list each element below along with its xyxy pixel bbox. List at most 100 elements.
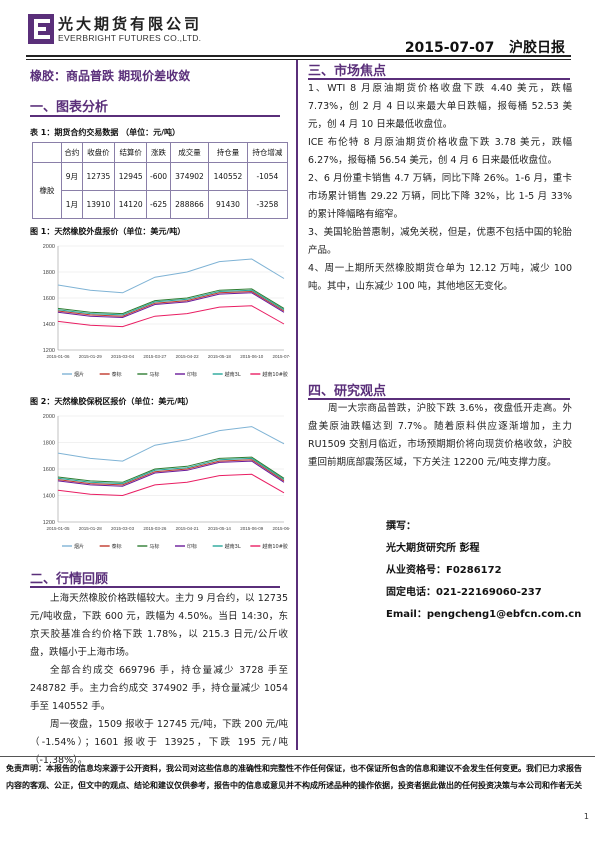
disclaimer-rule (0, 756, 595, 757)
y-tick-label: 1600 (43, 296, 55, 302)
legend-label: 泰标 (112, 543, 122, 550)
legend-label: 烟片 (74, 543, 84, 550)
y-tick-label: 1400 (43, 322, 55, 328)
table-row-label: 橡胶 (32, 162, 62, 219)
section4-bar (308, 398, 570, 400)
x-tick-label: 2015-04-21 (176, 526, 200, 531)
headline: 橡胶：商品普跌 期现价差收敛 (30, 69, 191, 83)
fig2-caption: 图 2：天然橡胶保税区报价（单位：美元/吨） (30, 397, 194, 406)
list-item: 3、美国轮胎普惠制，减免关税，但是，优惠不包括中国的轮胎产品。 (308, 227, 572, 256)
table-row: 橡胶 9月 12735 12945 -600 374902 140552 -10… (32, 162, 289, 219)
table-cell: 9月 (61, 162, 83, 191)
y-tick-label: 1800 (43, 441, 55, 447)
x-tick-label: 2015-06-09 (240, 526, 264, 531)
header-rule (26, 55, 571, 57)
market-focus-list: 1、WTI 8 月原油期货价格收盘下跌 4.40 美元，跌幅 7.73%，创 2… (308, 80, 572, 296)
table-cell: -3258 (246, 190, 289, 219)
series-line (57, 305, 285, 328)
author-label: 撰写： (386, 521, 416, 532)
x-tick-label: 2015-03-26 (143, 526, 167, 531)
x-tick-label: 2015-07-06 (272, 354, 290, 359)
company-name-cn: 光大期货有限公司 (58, 15, 203, 33)
table-cell: 140552 (208, 162, 248, 191)
x-tick-label: 2015-04-22 (176, 354, 200, 359)
research-view-paragraph: 周一大宗商品普跌，沪胶下跌 3.6%，夜盘低开走高。外盘美原油跌幅达到 7.7%… (308, 403, 572, 468)
table-cell: 288866 (169, 190, 210, 219)
legend-label: 马标 (149, 371, 159, 378)
x-tick-label: 2015-01-29 (79, 354, 103, 359)
table-corner (32, 142, 62, 163)
legend-label: 印标 (187, 371, 197, 378)
table-cell: 12735 (81, 162, 116, 191)
series-line (57, 292, 285, 319)
table-row: 1月 13910 14120 -625 288866 91430 -3258 (33, 190, 289, 219)
legend-label: 马标 (149, 543, 159, 550)
section2-title: 二、行情回顾 (30, 572, 109, 587)
table-header: 收盘价 (81, 142, 116, 163)
y-tick-label: 1800 (43, 270, 55, 276)
list-item: 2、6 月份重卡销售 4.7 万辆，同比下降 26%。1-6 月，重卡市场累计销… (308, 173, 572, 220)
table-cell: 1月 (61, 190, 83, 219)
series-line (57, 473, 285, 497)
review-paragraph-3: 周一夜盘，1509 报收于 12745 元/吨，下跌 200 元/吨（-1.54… (30, 719, 288, 766)
series-line (57, 288, 285, 315)
table-cell: 14120 (114, 190, 148, 219)
legend-label: 越南10#胶 (262, 371, 288, 378)
report-date-title: 2015-07-07 沪胶日报 (405, 37, 565, 57)
legend-label: 泰标 (112, 371, 122, 378)
list-item: 4、周一上期所天然橡胶期货仓单为 12.12 万吨，减少 100 吨。其中，山东… (308, 263, 572, 292)
author-name: 光大期货研究所 彭程 (386, 543, 480, 554)
list-item: ICE 布伦特 8 月原油期货价格收盘下跌 3.78 美元，跌幅 6.27%，报… (308, 137, 572, 166)
x-tick-label: 2015-03-27 (143, 354, 167, 359)
column-divider (296, 60, 298, 750)
section1-title: 一、图表分析 (30, 100, 109, 115)
list-item: 1、WTI 8 月原油期货价格收盘下跌 4.40 美元，跌幅 7.73%，创 2… (308, 83, 572, 130)
table-cell: 13910 (81, 190, 116, 219)
table-cell: 374902 (169, 162, 210, 191)
table-header: 持仓量 (208, 142, 248, 163)
x-tick-label: 2015-01-28 (79, 526, 103, 531)
author-phone: 固定电话：021-22169060-237 (386, 587, 542, 598)
table-header-row: 合约 收盘价 结算价 涨跌 成交量 持仓量 持仓增减 (32, 142, 289, 163)
legend-label: 烟片 (74, 371, 84, 378)
chart-natural-rubber-bonded: 1200 1400 1600 1800 2000 2015-01-05 2015-01-28… (43, 414, 290, 550)
fig1-caption: 图 1：天然橡胶外盘报价（单位：美元/吨） (30, 227, 186, 236)
x-tick-label: 2015-05-18 (208, 354, 232, 359)
table-cell: -600 (146, 162, 171, 191)
section3-bar (308, 78, 570, 80)
report-title: 沪胶日报 (509, 40, 565, 56)
table-cell: -1054 (246, 162, 289, 191)
series-line (57, 456, 285, 483)
chart-natural-rubber-offshore: 1200 1400 1600 1800 2000 2015-01-06 2015-01-29… (43, 244, 290, 378)
y-tick-label: 1200 (43, 348, 55, 354)
x-tick-label: 2015-05-14 (208, 526, 232, 531)
review-paragraph-2: 全部合约成交 669796 手，持仓量减少 3728 手至 248782 手。主… (30, 665, 288, 712)
series-line (57, 290, 285, 317)
author-email: Email：pengcheng1@ebfcn.com.cn (386, 609, 582, 620)
table-header: 成交量 (169, 142, 210, 163)
x-tick-label: 2015-06-24 (272, 526, 290, 531)
series-line (57, 457, 285, 485)
header-rule-thin (26, 59, 571, 60)
futures-table: 合约 收盘价 结算价 涨跌 成交量 持仓量 持仓增减 橡胶 9月 12735 1… (32, 142, 289, 219)
table1-caption: 表 1：期货合约交易数据 （单位：元/吨） (30, 128, 181, 137)
company-logo-icon (28, 14, 54, 44)
report-date: 2015-07-07 (404, 40, 495, 56)
section4-title: 四、研究观点 (308, 384, 387, 399)
section1-bar (30, 115, 280, 117)
x-tick-label: 2015-06-10 (240, 354, 264, 359)
series-line (57, 289, 285, 316)
company-name-en: EVERBRIGHT FUTURES CO.,LTD. (58, 33, 202, 43)
series-line (57, 459, 285, 486)
table-header: 涨跌 (146, 142, 171, 163)
table-header: 结算价 (114, 142, 148, 163)
series-line (57, 460, 285, 487)
x-tick-label: 2015-03-03 (111, 526, 135, 531)
table-header: 持仓增减 (246, 142, 289, 163)
legend-label: 印标 (187, 543, 197, 550)
section2-bar (30, 586, 280, 588)
disclaimer: 免责声明：本报告的信息均来源于公开资料，我公司对这些信息的准确性和完整性不作任何… (6, 764, 582, 790)
table-cell: 12945 (114, 162, 148, 191)
legend-label: 越南3L (225, 543, 241, 550)
y-tick-label: 1600 (43, 467, 55, 473)
